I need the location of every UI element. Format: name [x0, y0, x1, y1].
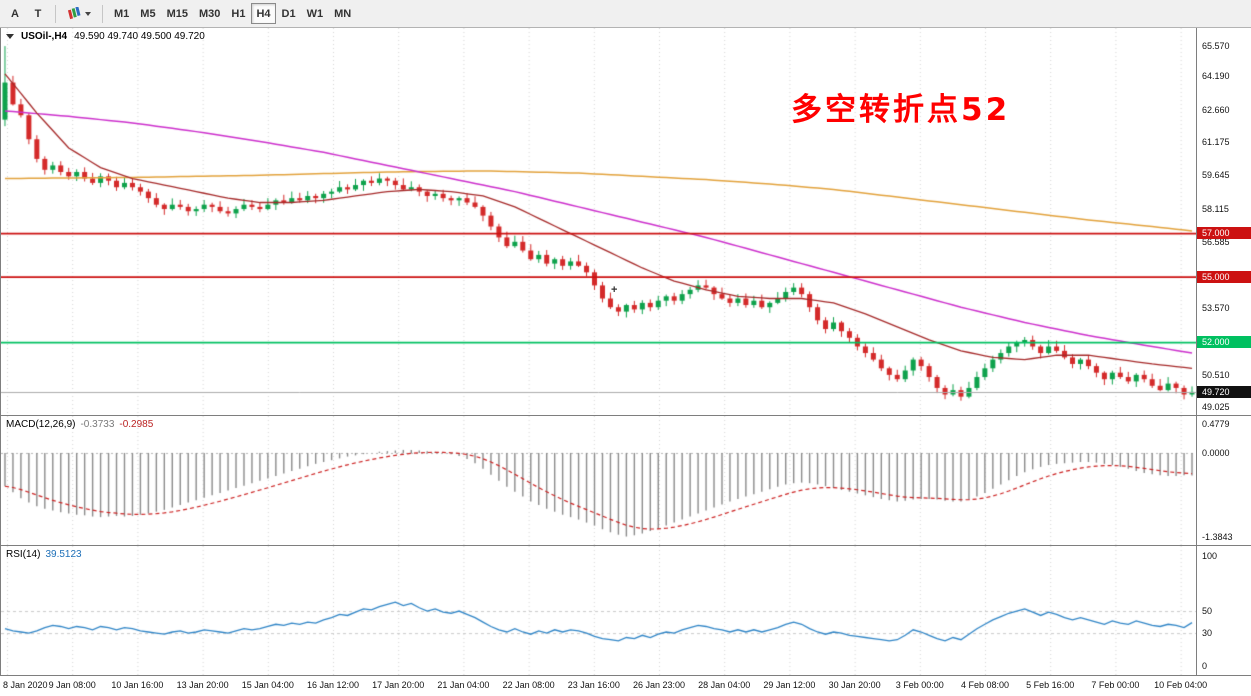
time-axis-label: 29 Jan 12:00 [763, 680, 816, 690]
macd-axis[interactable]: 0.4779 0.0000 -1.3843 [1196, 416, 1251, 545]
timeframe-button-d1[interactable]: D1 [281, 7, 296, 20]
ohlc-values: 49.590 49.740 49.500 49.720 [74, 31, 205, 42]
macd-label: MACD(12,26,9) [6, 419, 76, 430]
macd-tick: 0.4779 [1202, 419, 1230, 429]
timeframe-button-h4[interactable]: H4 [251, 3, 276, 24]
price-tick: 56.585 [1202, 237, 1230, 248]
rsi-panel: RSI(14) 39.5123 100 50 30 0 [0, 546, 1251, 676]
current-price-badge: 49.720 [1197, 385, 1251, 398]
timeframe-button-h1[interactable]: H1 [231, 7, 246, 20]
price-tick: 64.190 [1202, 71, 1230, 82]
symbol-marker-icon [6, 34, 14, 39]
time-axis[interactable]: 8 Jan 2020 9 Jan 08:00 10 Jan 16:00 13 Jan … [0, 676, 1251, 696]
time-axis-label: 10 Feb 04:00 [1154, 680, 1208, 690]
timeframe-button-m5[interactable]: M5 [140, 7, 156, 20]
timeframe-button-mn[interactable]: MN [334, 7, 352, 20]
main-chart-panel: USOil-,H4 49.590 49.740 49.500 49.720 多空… [0, 28, 1251, 416]
macd-header: MACD(12,26,9) -0.3733 -0.2985 [6, 419, 153, 430]
rsi-canvas[interactable] [1, 546, 1196, 675]
time-axis-label: 16 Jan 12:00 [306, 680, 360, 690]
macd-panel: MACD(12,26,9) -0.3733 -0.2985 0.4779 0.00… [0, 416, 1251, 546]
price-tick: 53.570 [1202, 302, 1230, 313]
time-axis-label: 9 Jan 08:00 [48, 680, 96, 690]
timeframe-button-m30[interactable]: M30 [198, 7, 221, 20]
rsi-tick: 30 [1202, 628, 1213, 639]
top-toolbar: A T M1 M5 M15 M30 H1 H4 D1 W1 MN [0, 0, 1251, 28]
toolbar-separator [55, 4, 56, 23]
macd-value-signal: -0.2985 [119, 419, 154, 430]
time-axis-label: 28 Jan 04:00 [698, 680, 751, 690]
rsi-axis[interactable]: 100 50 30 0 [1196, 546, 1251, 675]
timeframe-button-m15[interactable]: M15 [166, 7, 188, 20]
level-price-badge: 55.000 [1197, 270, 1251, 283]
annotation-tool-button[interactable]: A [11, 7, 19, 20]
chart-title: USOil-,H4 49.590 49.740 49.500 49.720 [6, 31, 205, 42]
time-axis-label: 22 Jan 08:00 [502, 680, 555, 690]
rsi-tick: 0 [1202, 661, 1208, 672]
time-axis-label: 26 Jan 23:00 [632, 680, 686, 690]
rsi-plot[interactable]: RSI(14) 39.5123 [0, 546, 1196, 675]
price-tick: 58.115 [1202, 203, 1229, 214]
time-axis-label: 5 Feb 16:00 [1026, 680, 1075, 690]
price-tick: 65.570 [1202, 41, 1230, 52]
symbol-label: USOil-,H4 [21, 31, 68, 42]
colors-dropdown-button[interactable] [62, 3, 96, 24]
timeframe-button-m1[interactable]: M1 [114, 7, 130, 20]
chart-object-cross[interactable]: + [611, 284, 618, 296]
time-axis-label: 23 Jan 16:00 [567, 680, 620, 690]
time-axis-label: 17 Jan 20:00 [372, 680, 425, 690]
time-axis-label: 30 Jan 20:00 [828, 680, 881, 690]
timeframe-button-w1[interactable]: W1 [306, 7, 324, 20]
chart-annotation-text[interactable]: 多空转折点52 [791, 92, 1011, 128]
price-tick: 59.645 [1202, 170, 1230, 181]
toolbar-separator [102, 4, 103, 23]
time-axis-label: 7 Feb 00:00 [1091, 680, 1140, 690]
time-axis-label: 8 Jan 2020 [3, 680, 48, 690]
timeframe-button-group: M1 M5 M15 M30 H1 H4 D1 W1 MN [109, 3, 356, 24]
level-price-badge: 52.000 [1197, 336, 1251, 349]
time-axis-label: 13 Jan 20:00 [176, 680, 229, 690]
macd-tick: -1.3843 [1202, 531, 1233, 542]
rsi-value: 39.5123 [45, 549, 82, 560]
time-axis-label: 21 Jan 04:00 [437, 680, 490, 690]
level-price-badge: 57.000 [1197, 227, 1251, 240]
chevron-down-icon [85, 11, 91, 16]
price-tick: 62.660 [1202, 104, 1230, 115]
time-axis-label: 15 Jan 04:00 [241, 680, 294, 690]
time-axis-label: 3 Feb 00:00 [895, 680, 944, 690]
macd-canvas[interactable] [1, 416, 1196, 545]
macd-tick: 0.0000 [1202, 447, 1230, 458]
time-axis-label: 10 Jan 16:00 [111, 680, 164, 690]
price-tick: 49.025 [1202, 402, 1230, 413]
rsi-label: RSI(14) [6, 549, 41, 560]
rsi-tick: 50 [1202, 606, 1213, 617]
rsi-header: RSI(14) 39.5123 [6, 549, 82, 560]
price-tick: 50.510 [1202, 369, 1230, 380]
text-cursor-tool-button[interactable]: T [34, 7, 42, 20]
crayons-icon [67, 7, 82, 20]
price-tick: 61.175 [1202, 136, 1230, 147]
macd-plot[interactable]: MACD(12,26,9) -0.3733 -0.2985 [0, 416, 1196, 545]
macd-value-main: -0.3733 [80, 419, 115, 430]
main-chart-plot[interactable]: USOil-,H4 49.590 49.740 49.500 49.720 多空… [0, 28, 1196, 415]
rsi-tick: 100 [1202, 550, 1218, 561]
time-axis-label: 4 Feb 08:00 [960, 680, 1010, 690]
price-axis[interactable]: 65.570 64.190 62.660 61.175 59.645 58.115 56.5… [1196, 28, 1251, 415]
main-chart-canvas[interactable] [1, 28, 1196, 415]
